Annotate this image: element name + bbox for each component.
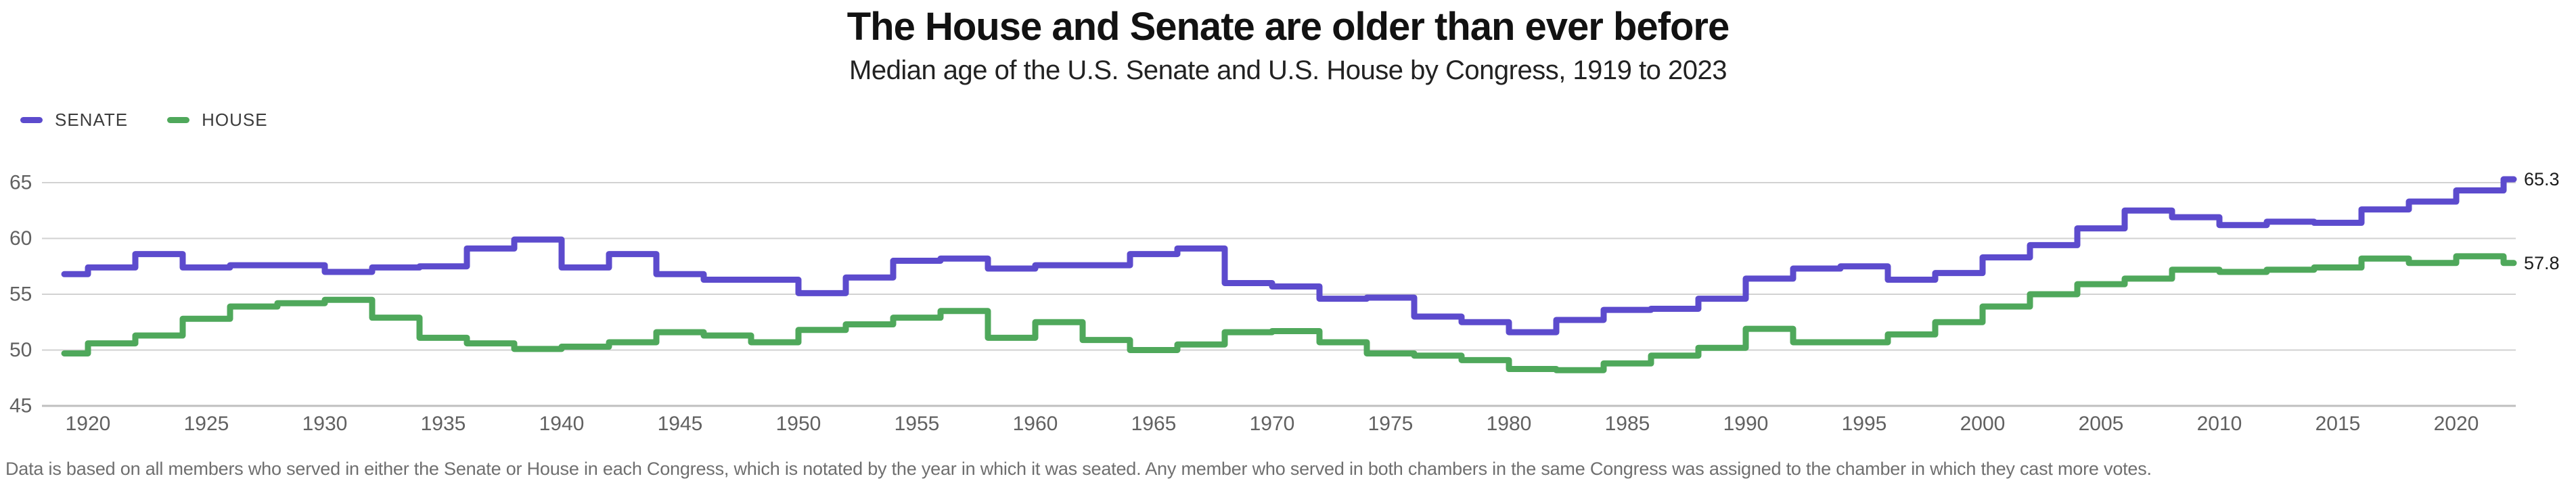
x-axis-tick-label: 1920: [66, 413, 111, 435]
senate-end-value-label: 65.3: [2524, 169, 2560, 189]
y-axis-tick-label: 65: [9, 172, 32, 194]
y-axis-tick-label: 45: [9, 395, 32, 417]
x-axis-tick-label: 1960: [1013, 413, 1058, 435]
x-axis-tick-label: 2015: [2315, 413, 2361, 435]
senate-line: [61, 176, 2517, 336]
x-axis-tick-label: 2020: [2434, 413, 2479, 435]
y-axis-tick-label: 50: [9, 339, 32, 361]
x-axis-tick-label: 1950: [776, 413, 821, 435]
house-end-value-label: 57.8: [2524, 253, 2560, 273]
y-axis-tick-labels: 45 50 55 60 65: [9, 172, 32, 417]
x-axis-tick-label: 1995: [1842, 413, 1887, 435]
x-axis-tick-label: 1990: [1723, 413, 1769, 435]
footnote: Data is based on all members who served …: [5, 459, 2152, 479]
legend-label-house: HOUSE: [202, 110, 268, 130]
x-axis-tick-label: 1955: [895, 413, 940, 435]
page-subtitle: Median age of the U.S. Senate and U.S. H…: [849, 55, 1727, 85]
gridlines: [42, 182, 2516, 407]
page-title: The House and Senate are older than ever…: [846, 5, 1730, 49]
series-lines: [61, 176, 2517, 373]
x-axis-tick-label: 1965: [1131, 413, 1177, 435]
x-axis-tick-label: 1980: [1487, 413, 1532, 435]
x-axis-tick-label: 1970: [1250, 413, 1295, 435]
x-axis-tick-label: 1940: [539, 413, 585, 435]
x-axis-tick-label: 2000: [1960, 413, 2006, 435]
x-axis-tick-label: 1930: [302, 413, 348, 435]
x-axis-tick-label: 1985: [1605, 413, 1650, 435]
legend-item-house: HOUSE: [167, 110, 267, 131]
y-axis-tick-label: 55: [9, 283, 32, 306]
x-axis-tick-label: 2010: [2197, 413, 2242, 435]
senate-line-swatch-icon: [20, 117, 43, 123]
x-axis-tick-label: 2005: [2079, 413, 2124, 435]
x-axis-tick-label: 1935: [421, 413, 466, 435]
house-line: [61, 253, 2517, 373]
x-axis-tick-label: 1945: [658, 413, 703, 435]
legend-item-senate: SENATE: [20, 110, 128, 131]
x-axis-tick-label: 1975: [1368, 413, 1414, 435]
legend-label-senate: SENATE: [55, 110, 129, 130]
x-axis-tick-label: 1925: [184, 413, 229, 435]
legend: SENATE HOUSE: [20, 110, 268, 131]
house-line-swatch-icon: [167, 117, 190, 123]
series-end-value-labels: 65.3 57.8: [2524, 169, 2560, 273]
x-axis-tick-labels: 1920 1925 1930 1935 1940 1945 1950 1955 1960 1965…: [66, 413, 2479, 435]
y-axis-tick-label: 60: [9, 227, 32, 250]
